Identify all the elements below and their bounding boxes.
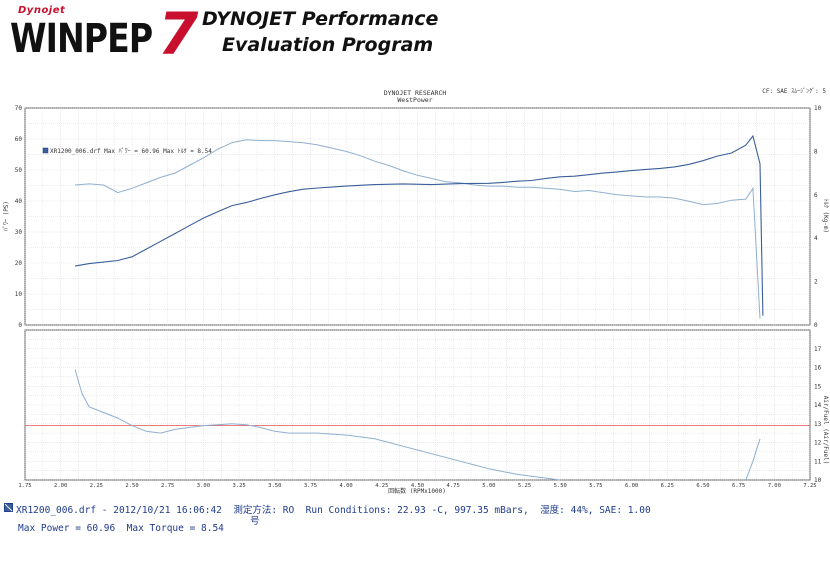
rpm-tick-label: 6.50 bbox=[696, 483, 709, 489]
afr-axis-ticks: 10 11 12 13 14 15 16 17 bbox=[814, 346, 822, 484]
power-axis-ticks: 0 10 20 30 40 50 60 70 bbox=[15, 105, 23, 329]
rpm-tick-label: 3.75 bbox=[304, 483, 317, 489]
afr-axis-label: Air/Fuel (Air/Fuel) bbox=[822, 396, 829, 465]
rpm-tick-label: 6.75 bbox=[732, 483, 745, 489]
rpm-tick-label: 4.25 bbox=[375, 483, 388, 489]
rpm-tick-label: 4.50 bbox=[411, 483, 424, 489]
file-icon bbox=[4, 503, 13, 512]
power-tick-label: 60 bbox=[15, 136, 23, 143]
power-tick-label: 50 bbox=[15, 167, 23, 174]
program-title: DYNOJET Performance bbox=[202, 8, 439, 30]
rpm-tick-label: 2.25 bbox=[90, 483, 103, 489]
run-info-line-cont: 号 bbox=[250, 516, 260, 527]
logo-main-text: WINPEP bbox=[10, 16, 153, 62]
rpm-tick-label: 7.25 bbox=[803, 483, 816, 489]
program-subtitle: Evaluation Program bbox=[222, 34, 434, 56]
legend-text: XR1200_006.drf Max ﾊﾟﾜｰ = 60.96 Max ﾄﾙｸ … bbox=[50, 148, 212, 155]
power-tick-label: 30 bbox=[15, 229, 23, 236]
power-tick-label: 70 bbox=[15, 105, 23, 112]
legend-swatch bbox=[42, 147, 49, 154]
max-values-line: Max Power = 60.96 Max Torque = 8.54 bbox=[18, 523, 224, 534]
rpm-tick-label: 2.00 bbox=[54, 483, 67, 489]
power-tick-label: 20 bbox=[15, 260, 23, 267]
afr-tick-label: 15 bbox=[814, 383, 822, 390]
power-tick-label: 10 bbox=[15, 291, 23, 298]
rpm-axis-ticks: 1.75 2.00 2.25 2.50 2.75 3.00 3.25 3.50 3.75 4.00… bbox=[18, 483, 816, 489]
torque-axis-ticks: 0 2 4 6 8 10 bbox=[814, 105, 822, 329]
rpm-tick-label: 3.50 bbox=[268, 483, 281, 489]
power-panel-grid bbox=[24, 107, 811, 326]
rpm-tick-label: 3.25 bbox=[232, 483, 245, 489]
rpm-tick-label: 5.25 bbox=[518, 483, 531, 489]
torque-series-line bbox=[74, 139, 761, 319]
rpm-tick-label: 2.50 bbox=[125, 483, 138, 489]
rpm-tick-label: 7.00 bbox=[768, 483, 781, 489]
winpep-logo: Dynojet WINPEP 7 bbox=[8, 0, 198, 68]
rpm-tick-label: 1.75 bbox=[18, 483, 31, 489]
afr-tick-label: 10 bbox=[814, 477, 822, 484]
rpm-tick-label: 6.00 bbox=[625, 483, 638, 489]
torque-tick-label: 6 bbox=[814, 192, 818, 199]
afr-panel-grid bbox=[24, 329, 811, 481]
afr-tick-label: 11 bbox=[814, 458, 822, 465]
header: Dynojet WINPEP 7 DYNOJET Performance Eva… bbox=[0, 0, 830, 72]
rpm-tick-label: 2.75 bbox=[161, 483, 174, 489]
chart-title: DYNOJET RESEARCH bbox=[384, 89, 447, 97]
power-tick-label: 0 bbox=[18, 322, 22, 329]
power-series-line bbox=[74, 134, 764, 316]
afr-tick-label: 16 bbox=[814, 365, 822, 372]
afr-series-line bbox=[74, 369, 761, 481]
chart-subtitle: WestPower bbox=[397, 96, 432, 104]
dyno-chart: DYNOJET RESEARCH WestPower CF: SAE ｽﾑｰｼﾞ… bbox=[3, 88, 829, 495]
rpm-tick-label: 6.25 bbox=[661, 483, 674, 489]
torque-tick-label: 8 bbox=[814, 148, 818, 155]
power-tick-label: 40 bbox=[15, 198, 23, 205]
legend: XR1200_006.drf Max ﾊﾟﾜｰ = 60.96 Max ﾄﾙｸ … bbox=[42, 147, 212, 155]
rpm-axis-label: 回転数 (RPMx1000) bbox=[388, 487, 446, 495]
rpm-tick-label: 3.00 bbox=[197, 483, 210, 489]
run-info-footer: XR1200_006.drf - 2012/10/21 16:06:42 測定方… bbox=[0, 500, 830, 581]
torque-tick-label: 4 bbox=[814, 235, 818, 242]
afr-tick-label: 12 bbox=[814, 440, 822, 447]
afr-tick-label: 14 bbox=[814, 402, 822, 409]
torque-tick-label: 10 bbox=[814, 105, 822, 112]
rpm-tick-label: 5.50 bbox=[554, 483, 567, 489]
logo-number: 7 bbox=[158, 0, 199, 68]
afr-tick-label: 17 bbox=[814, 346, 822, 353]
cf-label: CF: SAE ｽﾑｰｼﾞﾝｸﾞ: 5 bbox=[762, 88, 826, 95]
torque-tick-label: 2 bbox=[814, 279, 818, 286]
afr-tick-label: 13 bbox=[814, 421, 822, 428]
rpm-tick-label: 5.75 bbox=[589, 483, 602, 489]
run-info-line: XR1200_006.drf - 2012/10/21 16:06:42 測定方… bbox=[16, 505, 651, 516]
rpm-tick-label: 5.00 bbox=[482, 483, 495, 489]
torque-tick-label: 0 bbox=[814, 322, 818, 329]
rpm-tick-label: 4.75 bbox=[447, 483, 460, 489]
logo-brand-text: Dynojet bbox=[18, 5, 66, 16]
rpm-tick-label: 4.00 bbox=[340, 483, 353, 489]
torque-axis-label: ﾄﾙｸ (Kg-m) bbox=[822, 199, 829, 233]
power-axis-label: ﾊﾟﾜｰ (PS) bbox=[3, 201, 10, 231]
